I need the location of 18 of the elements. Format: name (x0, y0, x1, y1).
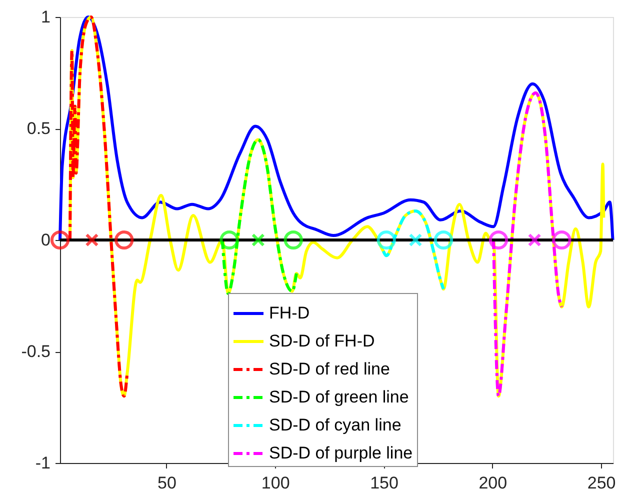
line-series (220, 138, 298, 296)
legend-label: SD-D of red line (269, 360, 390, 378)
legend-label: SD-D of purple line (269, 444, 413, 462)
x-tick-label: 200 (478, 474, 508, 492)
legend-label: FH-D (269, 304, 310, 322)
y-tick-label: 1 (41, 8, 50, 26)
legend-label: SD-D of green line (269, 388, 409, 406)
x-tick-label: 100 (261, 474, 290, 492)
line-series (58, 16, 614, 242)
x-tick-label: 50 (158, 474, 176, 492)
legend-label: SD-D of FH-D (269, 332, 375, 350)
legend-label: SD-D of cyan line (269, 416, 402, 434)
x-tick-label: 150 (370, 474, 398, 492)
y-tick-label: -0.5 (21, 342, 50, 361)
y-tick-label: -1 (35, 454, 50, 472)
y-tick-label: 0.5 (26, 119, 50, 138)
x-tick-label: 250 (587, 474, 616, 492)
y-tick-label: 0 (41, 230, 50, 250)
